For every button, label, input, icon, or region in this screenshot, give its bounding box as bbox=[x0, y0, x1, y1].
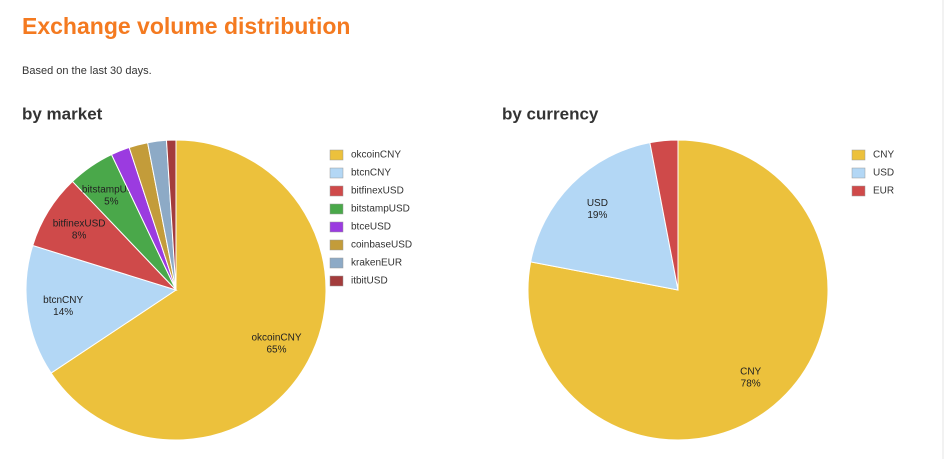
slice-label: USD bbox=[587, 198, 608, 209]
pie-slice bbox=[530, 142, 679, 291]
slice-percent: 8% bbox=[72, 231, 87, 242]
pie-slice bbox=[25, 244, 178, 374]
legend-swatch bbox=[329, 203, 344, 215]
legend-label: btcnCNY bbox=[351, 168, 391, 179]
legend-label: itbitUSD bbox=[351, 276, 388, 287]
pie-slice bbox=[50, 139, 327, 441]
chart-title: by currency bbox=[502, 104, 599, 123]
legend-swatch bbox=[329, 221, 344, 233]
slice-label: okcoinCNY bbox=[251, 332, 301, 343]
slice-percent: 14% bbox=[53, 307, 73, 318]
slice-percent: 19% bbox=[587, 210, 607, 221]
legend-label: EUR bbox=[873, 186, 894, 197]
legend-label: coinbaseUSD bbox=[351, 240, 412, 251]
legend-swatch bbox=[851, 185, 866, 197]
legend-label: bitstampUSD bbox=[351, 204, 410, 215]
slice-label: btcnCNY bbox=[43, 295, 83, 306]
legend-swatch bbox=[329, 239, 344, 251]
legend-swatch bbox=[851, 149, 866, 161]
pie-slice bbox=[527, 139, 829, 441]
legend-label: USD bbox=[873, 168, 894, 179]
slice-percent: 65% bbox=[266, 344, 286, 355]
legend-label: CNY bbox=[873, 150, 894, 161]
legend-label: bitfinexUSD bbox=[351, 186, 404, 197]
legend-label: btceUSD bbox=[351, 222, 391, 233]
legend-swatch bbox=[851, 167, 866, 179]
chart-title: by market bbox=[22, 104, 103, 123]
legend-swatch bbox=[329, 149, 344, 161]
legend-label: krakenEUR bbox=[351, 258, 402, 269]
legend-swatch bbox=[329, 185, 344, 197]
page-subtitle: Based on the last 30 days. bbox=[22, 65, 152, 77]
slice-label: CNY bbox=[740, 366, 761, 377]
slice-label: bitfinexUSD bbox=[53, 219, 106, 230]
legend-swatch bbox=[329, 257, 344, 269]
legend-swatch bbox=[329, 275, 344, 287]
legend-label: okcoinCNY bbox=[351, 150, 401, 161]
page-title: Exchange volume distribution bbox=[22, 13, 350, 39]
legend-swatch bbox=[329, 167, 344, 179]
pie-slice bbox=[649, 139, 679, 291]
slice-label: bitstampUSD bbox=[82, 185, 141, 196]
slice-percent: 5% bbox=[104, 197, 119, 208]
slice-percent: 78% bbox=[741, 378, 761, 389]
pie-slice bbox=[165, 139, 177, 291]
